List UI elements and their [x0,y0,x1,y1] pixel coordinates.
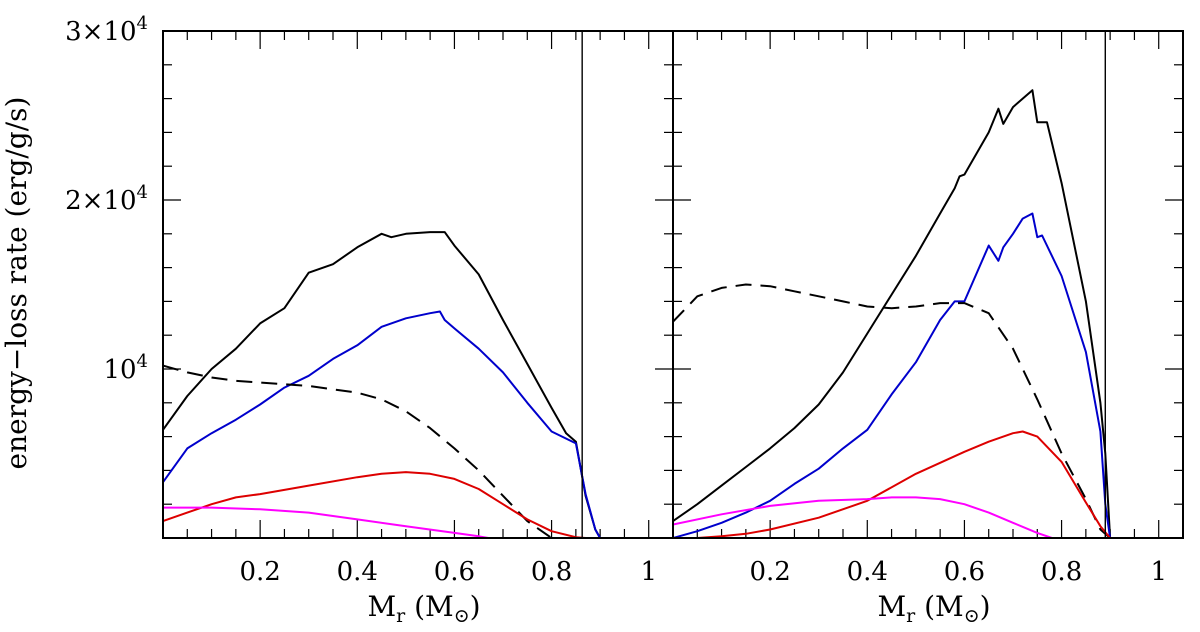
series-line-dashed [163,364,553,538]
series-line-dashed [673,283,1111,538]
series-line-red [163,471,586,538]
series-line-total [163,231,601,538]
series-group [163,231,601,538]
plot-frame [162,30,674,539]
y-axis-tick-labels: 104 2×104 3×104 [65,13,148,385]
series-group [673,89,1112,538]
series-line-total [673,89,1112,538]
x-tick-label: 0.6 [944,557,985,587]
y-tick-label: 2×104 [65,182,148,216]
x-tick-label: 0.2 [239,557,280,587]
x-tick-label: 0.8 [1041,557,1082,587]
x-tick-label: 0.4 [847,557,888,587]
x-tick-label: 0.4 [337,557,378,587]
plot-frame [672,30,1184,539]
y-tick-label: 3×104 [65,13,148,47]
x-axis-label: Mr (M⊙) [367,590,480,627]
series-line-magenta [673,496,1053,538]
series-line-red [673,430,1111,538]
right-panel: 0.2 0.4 0.6 0.8 1 Mr (M⊙) [672,30,1184,627]
x-tick-label: 1 [640,557,657,587]
y-axis-label: energy−loss rate (erg/g/s) [0,97,33,470]
left-panel: 0.2 0.4 0.6 0.8 1 Mr (M⊙) [162,30,674,627]
y-tick-label: 104 [103,351,148,385]
series-line-blue [163,310,601,538]
x-tick-label: 0.2 [749,557,790,587]
series-line-magenta [163,506,489,538]
x-tick-label: 1 [1150,557,1167,587]
x-tick-label: 0.8 [531,557,572,587]
series-line-blue [673,212,1112,538]
x-tick-label: 0.6 [434,557,475,587]
x-axis-label: Mr (M⊙) [877,590,990,627]
